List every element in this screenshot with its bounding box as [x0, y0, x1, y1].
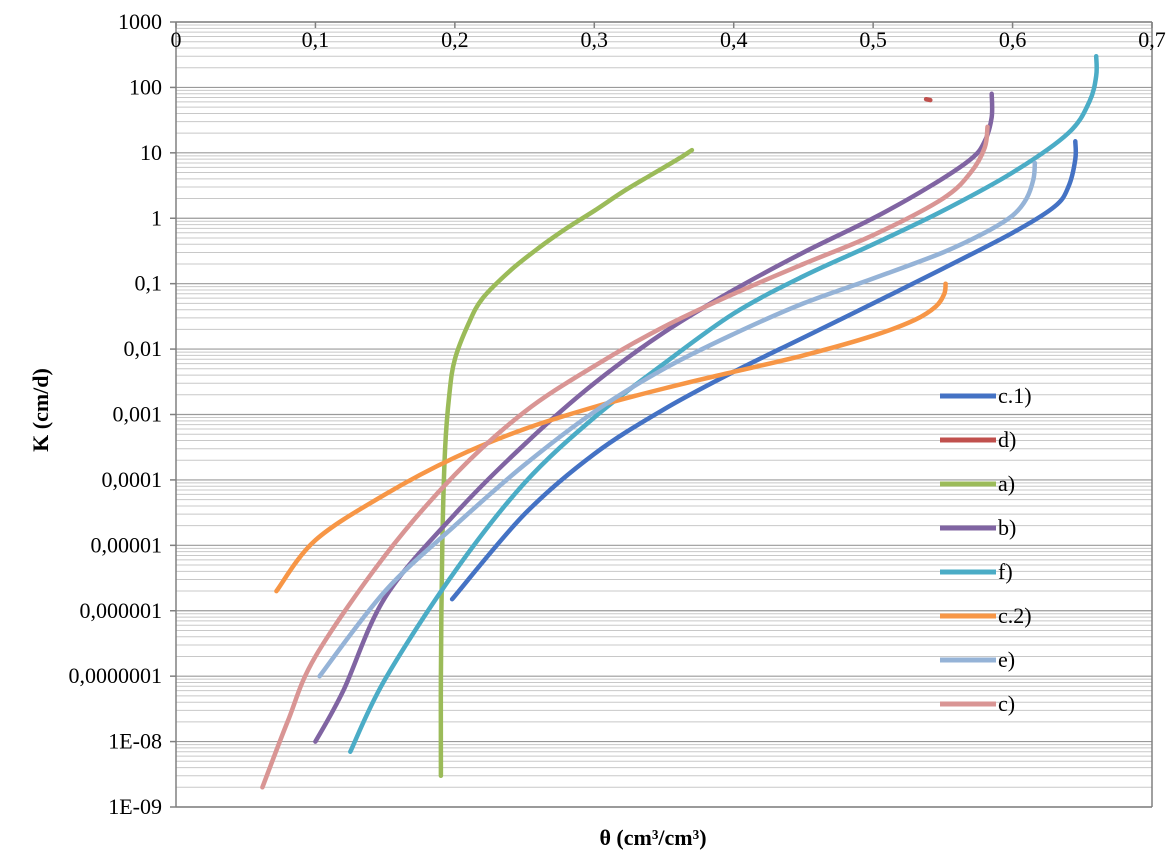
x-tick-label: 0,5	[859, 27, 887, 52]
x-tick-label: 0,6	[999, 27, 1027, 52]
x-tick-label: 0,2	[441, 27, 469, 52]
y-tick-label: 10	[140, 140, 162, 165]
x-tick-label: 0,3	[581, 27, 609, 52]
x-tick-label: 0,4	[720, 27, 748, 52]
y-tick-label: 0,000001	[80, 598, 163, 623]
y-tick-label: 0,001	[113, 402, 163, 427]
x-tick-label: 0	[171, 27, 182, 52]
y-tick-label: 1000	[118, 9, 162, 34]
x-axis-label: θ (cm³/cm³)	[599, 825, 706, 850]
legend-label: c.1)	[998, 383, 1032, 408]
y-tick-labels: 1E-09 1E-08 0,0000001 0,000001 0,00001 0,0001…	[69, 9, 163, 819]
series-line-5	[274, 281, 948, 594]
y-tick-label: 100	[129, 74, 162, 99]
y-tick-label: 1E-09	[108, 794, 162, 819]
y-tick-label: 0,1	[135, 271, 163, 296]
y-tick-label: 0,01	[124, 336, 163, 361]
series-line-6	[317, 160, 1038, 679]
y-tick-label: 0,0001	[102, 467, 163, 492]
chart-gridlines	[176, 21, 1152, 808]
series-line-7	[260, 124, 990, 790]
legend-label: c)	[998, 691, 1015, 716]
series-line-0	[449, 139, 1079, 602]
legend-label: c.2)	[998, 603, 1032, 628]
y-tick-label: 0,00001	[91, 532, 163, 557]
y-tick-label: 1E-08	[108, 729, 162, 754]
legend-label: d)	[998, 427, 1016, 452]
chart-series	[260, 53, 1099, 790]
y-axis-label: K (cm/d)	[28, 368, 53, 452]
chart-axes	[170, 21, 1153, 808]
series-line-4	[348, 53, 1099, 754]
series-line-2	[438, 147, 695, 779]
legend-label: e)	[998, 647, 1015, 672]
legend-label: f)	[998, 559, 1013, 584]
legend-label: a)	[998, 471, 1015, 496]
y-tick-label: 1	[151, 205, 162, 230]
legend: c.1) d) a) b) f) c.2) e) c)	[940, 383, 1032, 716]
x-tick-label: 0,1	[302, 27, 330, 52]
x-tick-labels: 0 0,1 0,2 0,3 0,4 0,5 0,6 0,7	[171, 27, 1166, 52]
legend-label: b)	[998, 515, 1016, 540]
y-tick-label: 0,0000001	[69, 663, 163, 688]
series-line-1	[923, 96, 933, 103]
x-tick-label: 0,7	[1138, 27, 1166, 52]
